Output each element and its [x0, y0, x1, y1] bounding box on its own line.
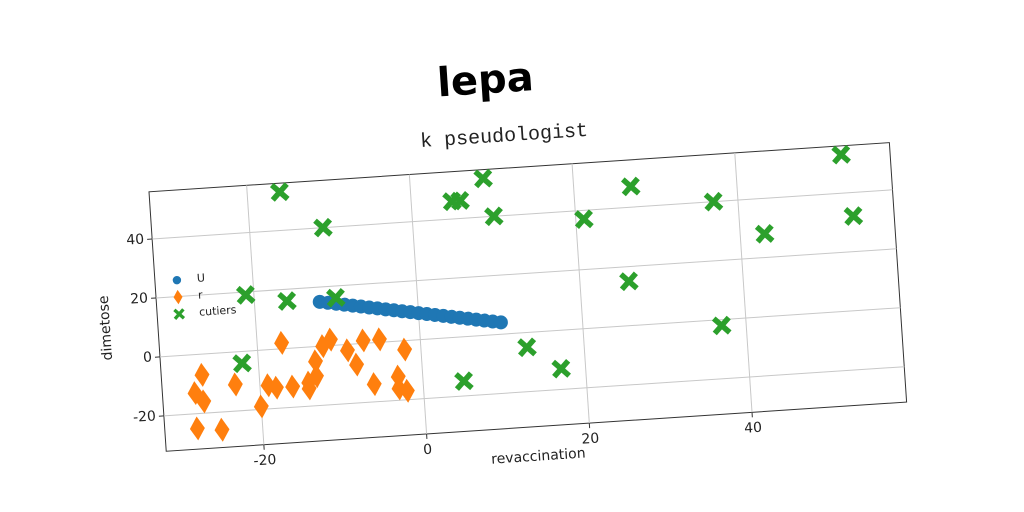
grid-line [163, 366, 905, 417]
point [196, 389, 212, 414]
point [309, 364, 324, 389]
point [194, 362, 210, 387]
point [620, 176, 641, 197]
point [277, 291, 297, 311]
x-tick-label: 0 [423, 442, 433, 459]
y-tick-label: 40 [126, 232, 145, 249]
point [551, 358, 571, 379]
point [301, 376, 317, 401]
point [484, 206, 504, 227]
plot-area [148, 142, 908, 452]
point [308, 349, 324, 374]
point [397, 337, 413, 362]
y-axis-label: dimetose [96, 295, 116, 361]
chart-title: lepa [436, 54, 535, 106]
point [703, 191, 724, 212]
chart-subtitle: k pseudologist [420, 120, 589, 154]
legend-marker [173, 289, 183, 305]
point [355, 328, 371, 353]
x-axis-label: revaccination [491, 445, 586, 467]
point [574, 209, 594, 229]
point [831, 144, 851, 165]
legend-marker [172, 275, 182, 285]
point [339, 338, 355, 363]
chart-body: lepa k pseudologist revaccination dimeto… [96, 54, 908, 469]
x-tick-label: 40 [744, 420, 763, 437]
point [253, 394, 269, 419]
point [493, 315, 508, 330]
legend-label: U [196, 271, 205, 285]
x-tick-label: -20 [253, 452, 277, 469]
point [315, 334, 331, 359]
point [517, 337, 537, 358]
x-tick-label: 20 [581, 431, 600, 448]
point [235, 285, 256, 305]
point [285, 374, 301, 399]
point [269, 182, 290, 202]
point [274, 330, 290, 355]
point [322, 327, 338, 352]
y-tick-label: 20 [130, 290, 149, 307]
point [227, 372, 243, 397]
point [450, 190, 470, 211]
grid-line [408, 174, 428, 434]
point [268, 375, 284, 400]
point [454, 371, 474, 391]
point [313, 217, 333, 238]
grid-line [734, 152, 753, 413]
point [371, 327, 387, 352]
point [349, 352, 365, 377]
point [619, 271, 639, 292]
grid-line [156, 248, 897, 299]
point [366, 372, 382, 397]
point [214, 417, 230, 442]
legend-marker [173, 308, 186, 320]
y-tick-label: 0 [143, 349, 153, 366]
point [326, 288, 346, 308]
point [843, 206, 864, 226]
legend-label: r [198, 288, 204, 301]
point [711, 315, 732, 336]
grid-line [571, 163, 590, 424]
point [189, 416, 205, 441]
legend-label: cutiers [199, 303, 237, 318]
grid-line [152, 189, 893, 240]
y-tick-label: -20 [133, 408, 157, 425]
point [399, 378, 415, 403]
point [232, 353, 252, 374]
point [473, 168, 493, 189]
point [754, 224, 775, 244]
